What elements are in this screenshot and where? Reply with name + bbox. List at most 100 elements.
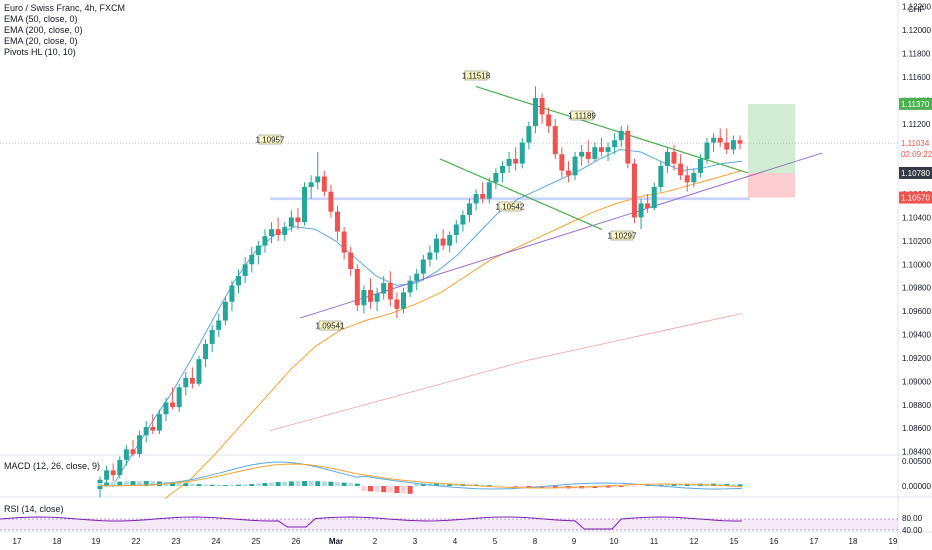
candle-body [275, 229, 281, 236]
candle-body [302, 187, 308, 223]
pivot-value: 1.11189 [568, 112, 596, 121]
candle-body [407, 280, 413, 293]
x-tick-label: 19 [889, 537, 898, 546]
y-tick-label: 1.09600 [902, 307, 931, 316]
macd-histogram-bar [447, 483, 453, 486]
candle-body [137, 435, 143, 454]
candle-body [117, 459, 123, 476]
y-tick-label: 1.08800 [902, 401, 931, 410]
pivots-legend: Pivots HL (10, 10) [4, 47, 76, 57]
macd-histogram-bar [104, 482, 110, 486]
x-tick-label: 19 [92, 537, 101, 546]
macd-histogram-bar [433, 483, 439, 486]
candle-body [532, 98, 538, 127]
candle-body [143, 427, 149, 436]
entry-price-tag-bg [899, 166, 932, 179]
rsi-band [0, 519, 898, 530]
candle-body [486, 182, 492, 199]
macd-histogram-bar [559, 486, 565, 489]
pivot-value: 1.10957 [256, 136, 285, 145]
pivot-label: 1.09541 [316, 320, 345, 331]
macd-histogram-bar [196, 484, 202, 486]
candle-body [229, 285, 235, 302]
candle-body [130, 449, 136, 454]
candle-body [150, 427, 156, 431]
x-tick-label: 2 [373, 537, 378, 546]
candle-body [255, 245, 261, 255]
countdown-tag: 02:09:22 [901, 150, 932, 159]
macd-histogram-bar [368, 486, 374, 492]
candle-body [730, 140, 736, 150]
macd-histogram-bar [123, 481, 129, 486]
x-tick-label: 17 [13, 537, 22, 546]
stop-loss-zone [748, 172, 795, 198]
candle-body [249, 254, 255, 265]
candle-body [480, 194, 486, 199]
candle-body [387, 283, 393, 300]
ema50-legend: EMA (50, close, 0) [4, 14, 78, 24]
macd-histogram-bar [229, 484, 235, 486]
candle-body [598, 147, 604, 152]
macd-histogram-bar [387, 486, 393, 493]
candle-body [473, 194, 479, 204]
macd-histogram-bar [321, 481, 327, 486]
ema200-legend: EMA (200, close, 0) [4, 25, 83, 35]
macd-histogram-bar [625, 486, 631, 487]
x-tick-label: 3 [413, 537, 418, 546]
macd-histogram-bar [658, 484, 664, 486]
macd-histogram-bar [242, 484, 248, 486]
macd-histogram-bar [137, 481, 143, 486]
pivot-label: 1.11189 [568, 110, 596, 121]
macd-histogram-bar [361, 486, 367, 491]
candle-body [737, 140, 743, 144]
candle-body [236, 276, 242, 286]
macd-histogram-bar [381, 486, 387, 493]
macd-histogram-bar [308, 481, 314, 486]
target-price-tag: 1.11370 [901, 100, 930, 109]
candle-body [110, 470, 116, 476]
candle-body [704, 142, 710, 159]
candle-body [401, 292, 407, 309]
macd-histogram-bar [255, 483, 261, 486]
candle-body [519, 142, 525, 164]
macd-line [99, 461, 743, 490]
macd-histogram-bar [236, 484, 242, 486]
pivot-box [570, 110, 594, 121]
ema200-line [269, 313, 743, 431]
y-tick-label: 1.10400 [902, 213, 931, 222]
candle-body [183, 377, 189, 388]
macd-histogram-bar [262, 483, 268, 486]
pivot-box [258, 134, 282, 145]
macd-histogram-bar [249, 484, 255, 486]
macd-histogram-bar [717, 483, 723, 486]
x-tick-label: 11 [650, 537, 659, 546]
candle-body [552, 126, 558, 155]
support-zone [270, 197, 750, 201]
candle-body [315, 176, 321, 183]
macd-histogram-bar [605, 486, 611, 488]
pivot-box [498, 201, 522, 212]
chart-legend: Euro / Swiss Franc, 4h, FXCM EMA (50, cl… [4, 3, 125, 58]
candle-body [645, 203, 651, 209]
candle-body [414, 273, 420, 281]
candle-body [163, 402, 169, 415]
macd-histogram-bar [407, 486, 413, 494]
macd-histogram-bar [110, 482, 116, 486]
y-tick-label: 1.12000 [902, 26, 931, 35]
rsi-tick-label: 40.00 [902, 526, 923, 535]
pivot-label: 1.10297 [608, 230, 637, 241]
macd-histogram-bar [592, 486, 598, 489]
candle-body [585, 151, 591, 159]
macd-histogram-bar [618, 486, 624, 487]
y-tick-label: 1.08600 [902, 424, 931, 433]
macd-histogram-bar [552, 486, 558, 489]
macd-histogram-bar [97, 483, 103, 486]
macd-histogram-bar [176, 482, 182, 486]
candle-body [104, 470, 110, 480]
x-tick-label: 8 [533, 537, 538, 546]
macd-histogram-bar [302, 481, 308, 486]
candle-body [638, 203, 644, 218]
candle-body [433, 238, 439, 253]
candle-body [222, 301, 228, 321]
